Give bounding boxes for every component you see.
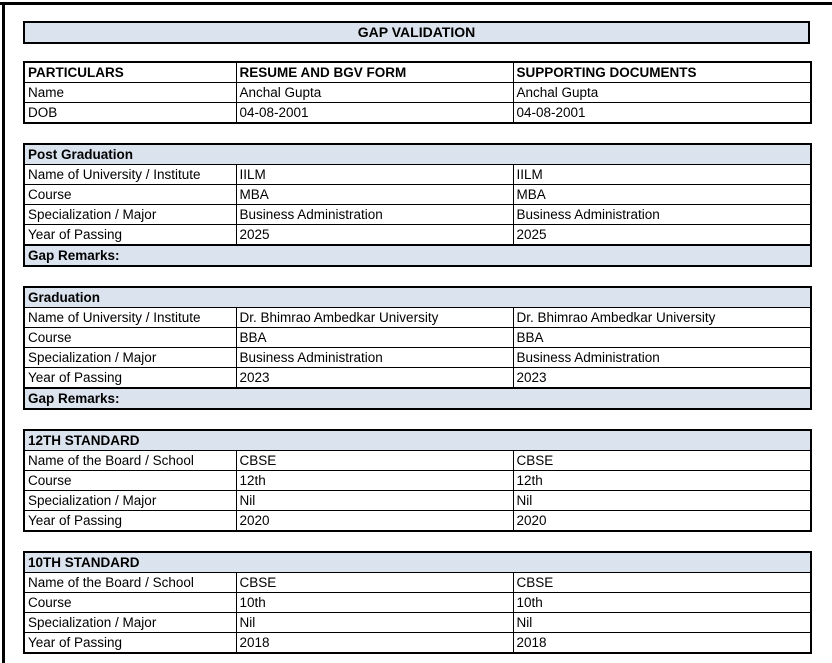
resume-value-cell: CBSE <box>235 572 514 593</box>
row-board-school: Name of the Board / School CBSE CBSE <box>23 450 812 471</box>
row-course: Course BBA BBA <box>23 327 812 348</box>
row-year-of-passing: Year of Passing 2025 2025 <box>23 224 812 246</box>
row-label-cell: Specialization / Major <box>23 204 237 225</box>
row-label-cell: Name of the Board / School <box>23 450 237 471</box>
supporting-value-cell: 2023 <box>512 367 812 389</box>
supporting-value-cell: 2018 <box>512 632 812 654</box>
row-label-cell: Year of Passing <box>23 367 237 389</box>
supporting-value-cell: 2020 <box>512 510 812 532</box>
graduation-table: Graduation Name of University / Institut… <box>23 286 813 410</box>
row-dob: DOB 04-08-2001 04-08-2001 <box>23 102 812 124</box>
row-course: Course MBA MBA <box>23 184 812 205</box>
table-10th-standard: 10TH STANDARD Name of the Board / School… <box>23 551 813 654</box>
resume-value-cell: 2023 <box>235 367 514 389</box>
gap-validation-document: GAP VALIDATION PARTICULARS RESUME AND BG… <box>23 0 813 654</box>
row-label-cell: Name of University / Institute <box>23 164 237 185</box>
supporting-value-cell: Dr. Bhimrao Ambedkar University <box>512 307 812 328</box>
gap-remarks-cell: Gap Remarks: <box>23 387 812 410</box>
supporting-value-cell: Anchal Gupta <box>512 82 812 103</box>
supporting-value-cell: MBA <box>512 184 812 205</box>
supporting-value-cell: 2025 <box>512 224 812 246</box>
row-university: Name of University / Institute Dr. Bhimr… <box>23 307 812 328</box>
row-label-cell: DOB <box>23 102 237 124</box>
resume-value-cell: BBA <box>235 327 514 348</box>
resume-value-cell: Business Administration <box>235 204 514 225</box>
resume-value-cell: 10th <box>235 592 514 613</box>
row-label-cell: Year of Passing <box>23 224 237 246</box>
table-12th-standard: 12TH STANDARD Name of the Board / School… <box>23 429 813 532</box>
supporting-value-cell: CBSE <box>512 450 812 471</box>
row-board-school: Name of the Board / School CBSE CBSE <box>23 572 812 593</box>
post-graduation-table: Post Graduation Name of University / Ins… <box>23 143 813 267</box>
resume-value-cell: 2018 <box>235 632 514 654</box>
particulars-table: PARTICULARS RESUME AND BGV FORM SUPPORTI… <box>23 61 812 124</box>
row-specialization: Specialization / Major Business Administ… <box>23 347 812 368</box>
resume-value-cell: Nil <box>235 612 514 633</box>
row-year-of-passing: Year of Passing 2023 2023 <box>23 367 812 389</box>
row-course: Course 10th 10th <box>23 592 812 613</box>
row-year-of-passing: Year of Passing 2018 2018 <box>23 632 812 654</box>
particulars-header-row: PARTICULARS RESUME AND BGV FORM SUPPORTI… <box>23 61 812 83</box>
col-header-resume-bgv: RESUME AND BGV FORM <box>235 61 514 83</box>
resume-value-cell: 12th <box>235 470 514 491</box>
supporting-value-cell: 12th <box>512 470 812 491</box>
row-label-cell: Specialization / Major <box>23 612 237 633</box>
row-label-cell: Course <box>23 327 237 348</box>
supporting-value-cell: Nil <box>512 612 812 633</box>
row-label-cell: Specialization / Major <box>23 347 237 368</box>
supporting-value-cell: IILM <box>512 164 812 185</box>
row-label-cell: Name <box>23 82 237 103</box>
row-label-cell: Name of University / Institute <box>23 307 237 328</box>
row-specialization: Specialization / Major Business Administ… <box>23 204 812 225</box>
supporting-value-cell: 04-08-2001 <box>512 102 812 124</box>
row-name: Name Anchal Gupta Anchal Gupta <box>23 82 812 103</box>
section-title-cell: 12TH STANDARD <box>23 429 812 451</box>
section-header-row: 12TH STANDARD <box>23 429 812 451</box>
page-border-left <box>2 2 5 663</box>
row-specialization: Specialization / Major Nil Nil <box>23 612 812 633</box>
supporting-value-cell: Nil <box>512 490 812 511</box>
gap-remarks-row: Gap Remarks: <box>23 244 812 267</box>
supporting-value-cell: 10th <box>512 592 812 613</box>
resume-value-cell: Business Administration <box>235 347 514 368</box>
row-year-of-passing: Year of Passing 2020 2020 <box>23 510 812 532</box>
row-label-cell: Year of Passing <box>23 510 237 532</box>
col-header-particulars: PARTICULARS <box>23 61 237 83</box>
gap-remarks-row: Gap Remarks: <box>23 387 812 410</box>
page-title: GAP VALIDATION <box>23 21 810 44</box>
page-border-top <box>0 2 832 5</box>
supporting-value-cell: Business Administration <box>512 204 812 225</box>
resume-value-cell: IILM <box>235 164 514 185</box>
supporting-value-cell: CBSE <box>512 572 812 593</box>
supporting-value-cell: Business Administration <box>512 347 812 368</box>
row-course: Course 12th 12th <box>23 470 812 491</box>
section-header-row: 10TH STANDARD <box>23 551 812 573</box>
section-header-row: Graduation <box>23 286 812 308</box>
row-label-cell: Specialization / Major <box>23 490 237 511</box>
row-label-cell: Course <box>23 592 237 613</box>
resume-value-cell: 2020 <box>235 510 514 532</box>
row-specialization: Specialization / Major Nil Nil <box>23 490 812 511</box>
section-title-cell: Post Graduation <box>23 143 812 165</box>
row-university: Name of University / Institute IILM IILM <box>23 164 812 185</box>
section-title-cell: Graduation <box>23 286 812 308</box>
gap-remarks-cell: Gap Remarks: <box>23 244 812 267</box>
row-label-cell: Course <box>23 470 237 491</box>
resume-value-cell: 2025 <box>235 224 514 246</box>
row-label-cell: Course <box>23 184 237 205</box>
section-title-cell: 10TH STANDARD <box>23 551 812 573</box>
resume-value-cell: CBSE <box>235 450 514 471</box>
resume-value-cell: 04-08-2001 <box>235 102 514 124</box>
row-label-cell: Name of the Board / School <box>23 572 237 593</box>
resume-value-cell: Nil <box>235 490 514 511</box>
section-header-row: Post Graduation <box>23 143 812 165</box>
resume-value-cell: Dr. Bhimrao Ambedkar University <box>235 307 514 328</box>
resume-value-cell: Anchal Gupta <box>235 82 514 103</box>
supporting-value-cell: BBA <box>512 327 812 348</box>
resume-value-cell: MBA <box>235 184 514 205</box>
col-header-supporting-docs: SUPPORTING DOCUMENTS <box>512 61 812 83</box>
row-label-cell: Year of Passing <box>23 632 237 654</box>
